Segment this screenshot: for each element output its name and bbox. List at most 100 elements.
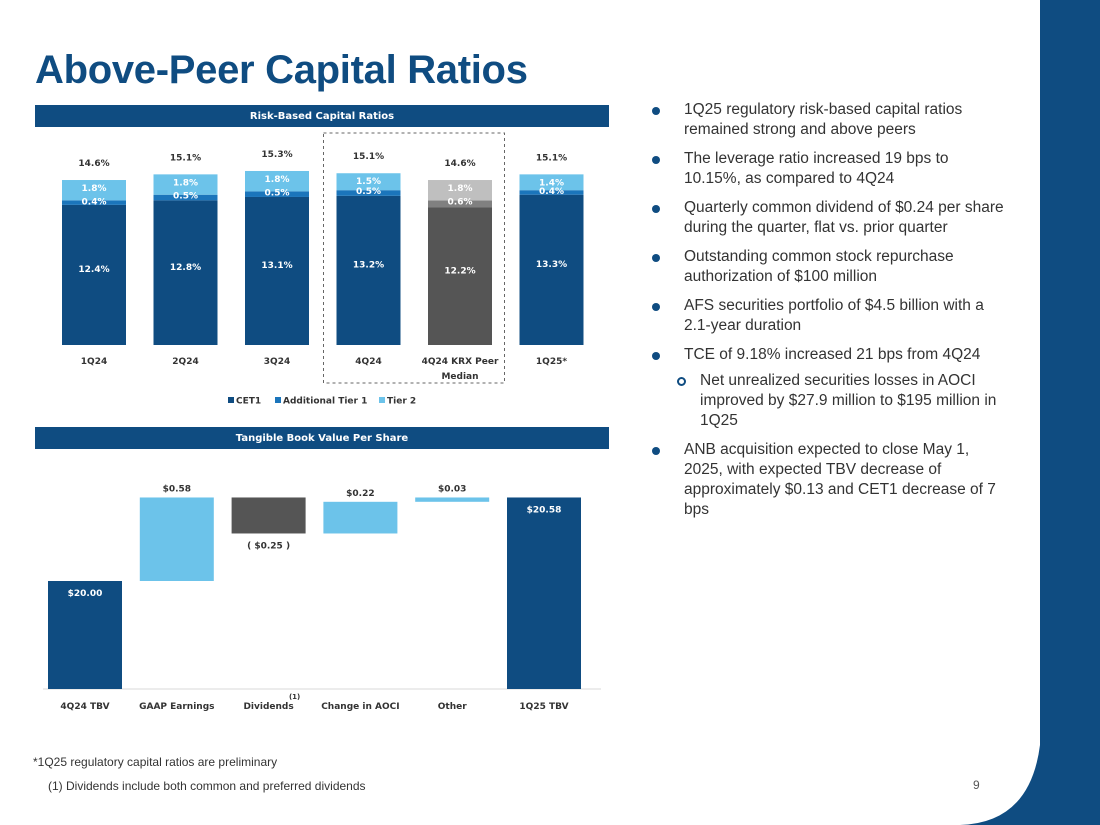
category-label: 3Q24	[264, 357, 290, 367]
data-label: $0.58	[163, 484, 191, 494]
bullet-text: The leverage ratio increased 19 bps to 1…	[684, 150, 949, 187]
legend-swatch	[379, 397, 385, 403]
bullet-dot-icon	[652, 352, 660, 360]
decorative-corner-curve	[960, 745, 1100, 825]
footnote-dividends: (1) Dividends include both common and pr…	[48, 779, 366, 793]
total-label: 15.1%	[353, 152, 384, 162]
bullet-item: Quarterly common dividend of $0.24 per s…	[650, 198, 1005, 238]
data-label: 1.8%	[265, 175, 290, 185]
category-label: 4Q24 KRX Peer	[422, 357, 499, 367]
total-label: 15.1%	[536, 153, 567, 163]
data-label: 1.8%	[82, 184, 107, 194]
data-label: 12.8%	[170, 263, 201, 273]
capital-ratios-chart: 12.4% 0.4% 1.8% 14.6% 1Q24 12.8% 0.5% 1.8% 15.1%…	[35, 128, 609, 418]
footnote-preliminary: *1Q25 regulatory capital ratios are prel…	[33, 755, 278, 769]
category-label: 1Q25*	[536, 357, 567, 367]
capital-ratios-header: Risk-Based Capital Ratios	[35, 105, 609, 127]
data-label: $0.22	[346, 489, 374, 499]
bar-segment-tier-2	[62, 180, 126, 201]
data-label: 0.5%	[356, 187, 381, 197]
total-label: 14.6%	[78, 159, 109, 169]
waterfall-bar-increase	[415, 497, 490, 502]
category-label: Other	[438, 702, 467, 712]
bullet-list: 1Q25 regulatory risk-based capital ratio…	[650, 100, 1005, 529]
bar-segment-tier-2	[153, 174, 218, 195]
data-label: 12.4%	[78, 265, 109, 275]
legend-swatch	[228, 397, 234, 403]
bullet-text: ANB acquisition expected to close May 1,…	[684, 441, 996, 518]
bullet-dot-icon	[652, 447, 660, 455]
tbv-chart: $20.00 4Q24 TBV $0.58 GAAP Earnings ( $0.25 …	[35, 449, 609, 729]
waterfall-bar-increase	[139, 497, 214, 581]
bar-segment-cet1	[519, 194, 584, 345]
data-label: 0.4%	[539, 187, 564, 197]
category-label: GAAP Earnings	[139, 702, 214, 712]
legend-swatch	[275, 397, 281, 403]
tbv-svg: $20.00 4Q24 TBV $0.58 GAAP Earnings ( $0.25 …	[43, 484, 601, 712]
category-label: 2Q24	[172, 357, 198, 367]
data-label: 12.2%	[444, 266, 475, 276]
data-label: 0.6%	[448, 197, 473, 207]
category-label: Dividends	[243, 702, 293, 712]
bar-segment-additional-tier-1	[336, 190, 401, 196]
bar-segment-tier-2	[245, 170, 309, 192]
data-label: 0.5%	[265, 188, 290, 198]
bullet-text: Quarterly common dividend of $0.24 per s…	[684, 199, 1004, 236]
waterfall-bar-decrease	[231, 497, 306, 534]
data-label: 0.4%	[82, 197, 107, 207]
bullet-item: TCE of 9.18% increased 21 bps from 4Q24	[650, 345, 1005, 365]
hollow-bullet-icon	[677, 377, 686, 386]
bullet-text: Net unrealized securities losses in AOCI…	[700, 372, 997, 429]
legend-label: Tier 2	[387, 397, 416, 407]
data-label: $0.03	[438, 484, 466, 494]
highlight-box	[323, 132, 505, 384]
bar-segment-cet1	[153, 200, 218, 345]
bullet-dot-icon	[652, 254, 660, 262]
bullet-dot-icon	[652, 156, 660, 164]
total-label: 15.3%	[261, 150, 292, 160]
waterfall-bar-total	[48, 581, 122, 689]
tbv-header: Tangible Book Value Per Share	[35, 427, 609, 449]
category-label: 1Q24	[81, 357, 107, 367]
category-label: Change in AOCI	[321, 702, 399, 712]
bar-segment-tier-2	[428, 180, 492, 201]
category-label: Median	[441, 372, 478, 382]
category-footnote-marker: (1)	[289, 693, 300, 701]
bullet-text: Outstanding common stock repurchase auth…	[684, 248, 954, 285]
data-label: $20.58	[527, 505, 562, 515]
bullet-text: AFS securities portfolio of $4.5 billion…	[684, 297, 984, 334]
bar-segment-cet1	[428, 207, 492, 345]
waterfall-bar-total	[507, 497, 581, 689]
capital-ratios-svg: 12.4% 0.4% 1.8% 14.6% 1Q24 12.8% 0.5% 1.8% 15.1%…	[62, 132, 584, 407]
page-number: 9	[973, 778, 980, 792]
data-label: 1.8%	[448, 184, 473, 194]
bullet-item: Outstanding common stock repurchase auth…	[650, 247, 1005, 287]
legend-label: Additional Tier 1	[283, 397, 367, 407]
bar-segment-cet1	[336, 195, 401, 345]
bar-segment-cet1	[62, 204, 126, 345]
category-label: 4Q24 TBV	[60, 702, 109, 712]
bullet-dot-icon	[652, 303, 660, 311]
total-label: 15.1%	[170, 153, 201, 163]
bar-segment-tier-2	[519, 174, 584, 191]
data-label: $20.00	[68, 589, 103, 599]
slide-title: Above-Peer Capital Ratios	[35, 48, 528, 92]
bullet-item: 1Q25 regulatory risk-based capital ratio…	[650, 100, 1005, 140]
bar-segment-additional-tier-1	[62, 200, 126, 205]
data-label: 13.2%	[353, 260, 384, 270]
data-label: ( $0.25 )	[247, 541, 290, 551]
waterfall-bar-increase	[323, 501, 398, 534]
category-label: 4Q24	[355, 357, 381, 367]
bullet-item: The leverage ratio increased 19 bps to 1…	[650, 149, 1005, 189]
bullet-text: 1Q25 regulatory risk-based capital ratio…	[684, 101, 963, 138]
bar-segment-additional-tier-1	[519, 190, 584, 195]
bullet-item: ANB acquisition expected to close May 1,…	[650, 440, 1005, 520]
bar-segment-cet1	[245, 196, 309, 345]
bar-segment-tier-2	[336, 173, 401, 191]
data-label: 13.1%	[261, 261, 292, 271]
bar-segment-additional-tier-1	[245, 191, 309, 197]
sub-bullet-item: Net unrealized securities losses in AOCI…	[650, 371, 1005, 431]
decorative-side-band	[1040, 0, 1100, 825]
data-label: 1.4%	[539, 178, 564, 188]
data-label: 1.5%	[356, 177, 381, 187]
